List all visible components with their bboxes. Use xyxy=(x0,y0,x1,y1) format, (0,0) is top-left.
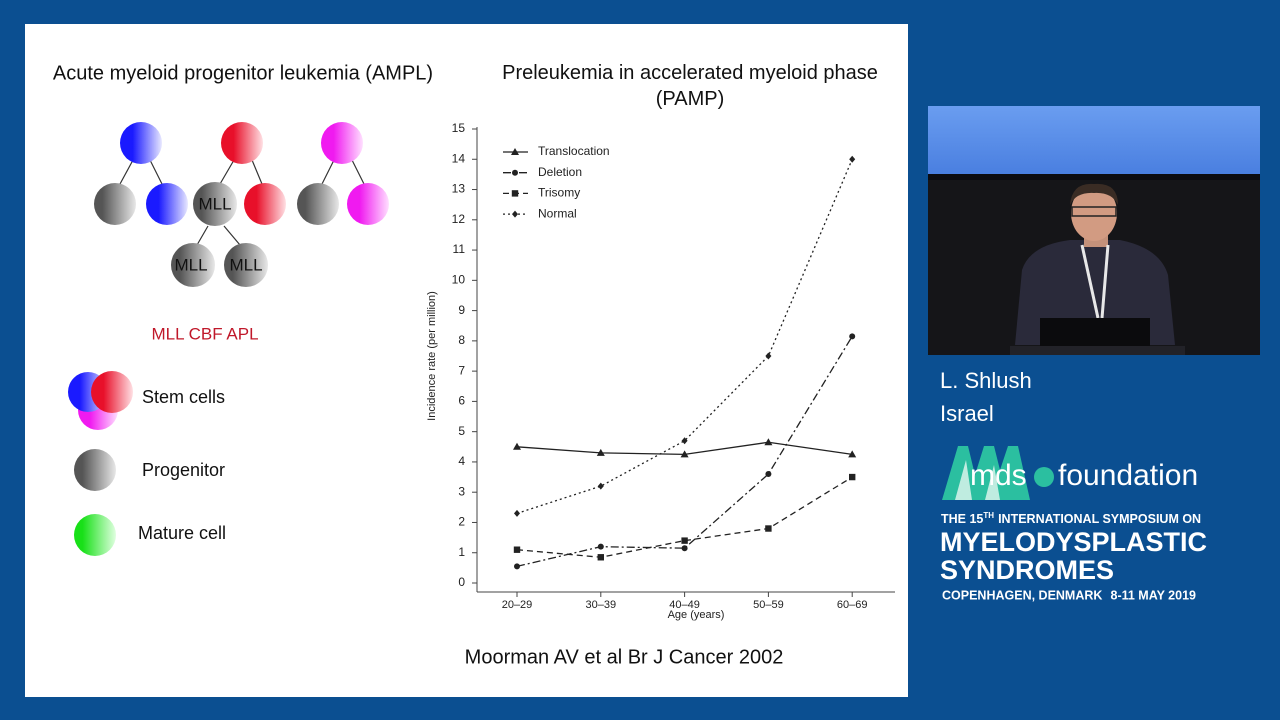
node-label: MLL xyxy=(198,194,231,213)
y-tick-label: 12 xyxy=(452,212,466,226)
y-tick-label: 3 xyxy=(458,484,465,498)
marker xyxy=(764,438,773,446)
legend-label: Translocation xyxy=(538,144,610,158)
chart-title: Preleukemia in accelerated myeloid phase… xyxy=(502,62,878,110)
node-label: MLL xyxy=(229,255,262,274)
y-tick-label: 13 xyxy=(452,182,466,196)
citation: Moorman AV et al Br J Cancer 2002 xyxy=(465,646,784,668)
legend-marker xyxy=(511,148,519,155)
y-tick-label: 5 xyxy=(458,424,465,438)
event-text: TH xyxy=(983,511,994,520)
x-axis-label: Age (years) xyxy=(668,609,725,621)
slide xyxy=(25,24,908,697)
marker xyxy=(849,333,856,340)
marker xyxy=(514,509,520,517)
marker xyxy=(680,450,689,458)
marker xyxy=(765,352,772,360)
event-text: THE 15 xyxy=(941,512,983,526)
marker xyxy=(597,543,604,550)
speaker-video xyxy=(928,106,1260,355)
legend-label: Normal xyxy=(538,206,577,220)
legend-marker xyxy=(512,210,518,218)
marker xyxy=(849,155,856,163)
marker xyxy=(513,546,521,553)
logo-text: foundation xyxy=(1058,459,1198,492)
y-tick-label: 9 xyxy=(458,303,465,317)
event-title: SYNDROMES xyxy=(940,555,1114,585)
speaker-name: L. Shlush xyxy=(940,368,1032,393)
x-tick-label: 40–49 xyxy=(669,599,700,611)
marker xyxy=(681,545,688,552)
x-tick-label: 20–29 xyxy=(502,599,533,611)
y-tick-label: 11 xyxy=(453,242,466,256)
marker xyxy=(849,473,856,481)
legend-label: Mature cell xyxy=(138,523,226,543)
y-tick-label: 7 xyxy=(458,363,465,377)
event-location: COPENHAGEN, DENMARK xyxy=(942,588,1102,602)
y-tick-label: 6 xyxy=(458,394,465,408)
y-tick-label: 2 xyxy=(458,515,465,529)
logo-mark xyxy=(942,446,1030,500)
y-tick-label: 1 xyxy=(458,545,465,559)
marker xyxy=(597,554,604,561)
subtypes: MLL CBF APL xyxy=(151,324,258,343)
y-tick-label: 15 xyxy=(452,121,466,135)
legend-marker xyxy=(511,190,519,197)
marker xyxy=(514,563,520,570)
marker xyxy=(681,437,688,445)
y-tick-label: 10 xyxy=(452,273,466,287)
marker xyxy=(765,525,772,532)
y-tick-label: 14 xyxy=(452,151,466,165)
marker xyxy=(513,442,521,450)
x-tick-label: 30–39 xyxy=(586,599,617,611)
marker xyxy=(848,450,857,458)
y-tick-label: 4 xyxy=(458,454,465,468)
y-tick-label: 0 xyxy=(458,575,465,589)
tree-lines xyxy=(119,159,365,246)
marker xyxy=(596,448,605,456)
event-line: THE 15TH INTERNATIONAL SYMPOSIUM ON xyxy=(941,511,1201,526)
cell-circles xyxy=(68,122,389,556)
marker xyxy=(597,482,604,490)
logo-dot xyxy=(1034,467,1054,487)
legend-label: Deletion xyxy=(538,165,582,179)
speaker-country: Israel xyxy=(940,401,994,426)
left-title: Acute myeloid progenitor leukemia (AMPL) xyxy=(53,62,433,84)
node-label: MLL xyxy=(174,255,207,274)
legend-label: Stem cells xyxy=(142,387,225,407)
legend-marker xyxy=(512,169,518,176)
y-tick-label: 8 xyxy=(458,333,465,347)
x-tick-label: 60–69 xyxy=(837,599,868,611)
event-dates: 8-11 MAY 2019 xyxy=(1111,588,1197,602)
event-text: INTERNATIONAL SYMPOSIUM ON xyxy=(998,512,1201,526)
y-axis-label: Incidence rate (per million) xyxy=(426,291,438,421)
legend-label: Trisomy xyxy=(538,186,580,200)
marker xyxy=(681,537,688,544)
x-tick-label: 50–59 xyxy=(753,599,784,611)
legend-label: Progenitor xyxy=(142,460,225,480)
marker xyxy=(765,471,772,478)
logo-text: mds xyxy=(970,459,1027,492)
event-title: MYELODYSPLASTIC xyxy=(940,527,1207,557)
